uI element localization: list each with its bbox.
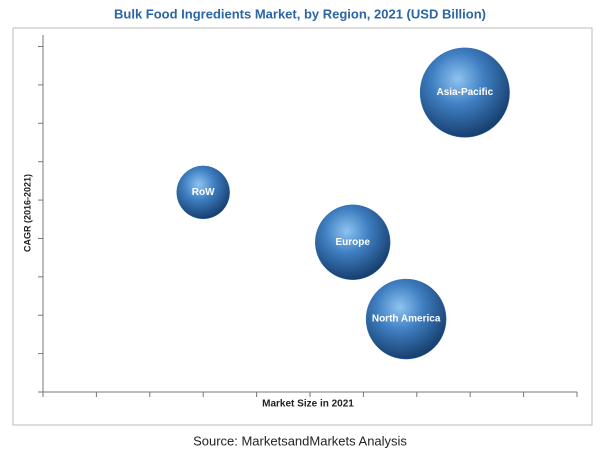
x-axis-label: Market Size in 2021 xyxy=(262,399,354,410)
chart-border xyxy=(12,27,593,426)
bubble xyxy=(365,278,447,360)
bubble-label: Europe xyxy=(335,237,370,248)
bubble xyxy=(315,204,391,280)
y-axis-label: CAGR (2016-2021) xyxy=(22,174,32,252)
bubble-label: Asia-Pacific xyxy=(437,87,494,98)
bubble xyxy=(176,165,230,220)
bubble-label: North America xyxy=(372,314,441,325)
bubble xyxy=(419,47,510,138)
source-note: Source: MarketsandMarkets Analysis xyxy=(193,433,407,448)
bubble-label: RoW xyxy=(192,187,215,198)
chart-title: Bulk Food Ingredients Market, by Region,… xyxy=(114,6,486,21)
